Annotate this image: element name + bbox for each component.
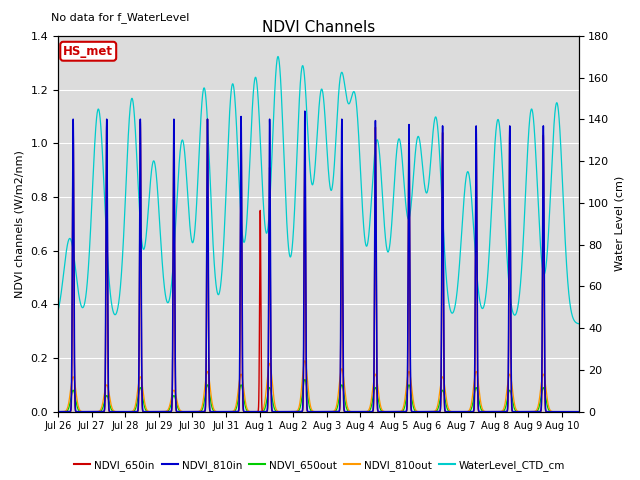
Text: No data for f_WaterLevel: No data for f_WaterLevel	[51, 12, 189, 23]
Y-axis label: Water Level (cm): Water Level (cm)	[615, 176, 625, 272]
Y-axis label: NDVI channels (W/m2/nm): NDVI channels (W/m2/nm)	[15, 150, 25, 298]
Text: HS_met: HS_met	[63, 45, 113, 58]
Legend: NDVI_650in, NDVI_810in, NDVI_650out, NDVI_810out, WaterLevel_CTD_cm: NDVI_650in, NDVI_810in, NDVI_650out, NDV…	[70, 456, 570, 475]
Title: NDVI Channels: NDVI Channels	[262, 20, 375, 35]
